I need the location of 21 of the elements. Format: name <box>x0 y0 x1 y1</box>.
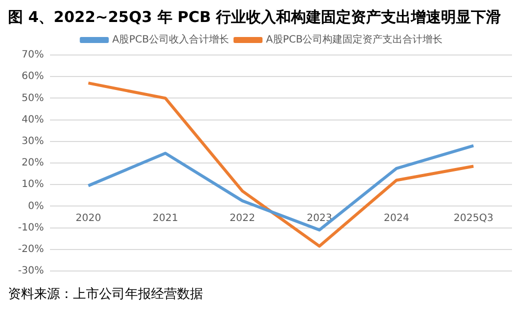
y-tick-label: 40% <box>22 114 44 126</box>
x-tick-label: 2025Q3 <box>454 212 494 224</box>
y-tick-label: -30% <box>18 266 44 277</box>
y-tick-label: 0% <box>28 200 44 212</box>
y-tick-label: -10% <box>18 222 44 234</box>
x-tick-label: 2024 <box>384 212 410 224</box>
y-tick-label: 10% <box>22 179 44 190</box>
text: 资料来源：上市公司年报经营数据 <box>8 286 204 303</box>
chart-title: 图 4、2022~25Q3 年 PCB 行业收入和构建固定资产支出增速明显下滑 <box>8 8 502 27</box>
legend-label: A股PCB公司构建固定资产支出合计增长 <box>266 34 443 46</box>
legend-label: A股PCB公司收入合计增长 <box>112 34 230 46</box>
y-tick-label: 50% <box>22 92 44 104</box>
y-tick-label: -20% <box>18 244 44 255</box>
y-tick-label: 20% <box>22 158 44 169</box>
x-tick-label: 2021 <box>152 212 178 224</box>
y-tick-label: 70% <box>22 50 44 61</box>
x-tick-label: 2023 <box>306 212 332 224</box>
x-tick-label: 2020 <box>76 212 102 224</box>
y-tick-label: 60% <box>22 71 44 82</box>
x-tick-label: 2022 <box>230 212 256 224</box>
y-tick-label: 30% <box>22 136 44 147</box>
